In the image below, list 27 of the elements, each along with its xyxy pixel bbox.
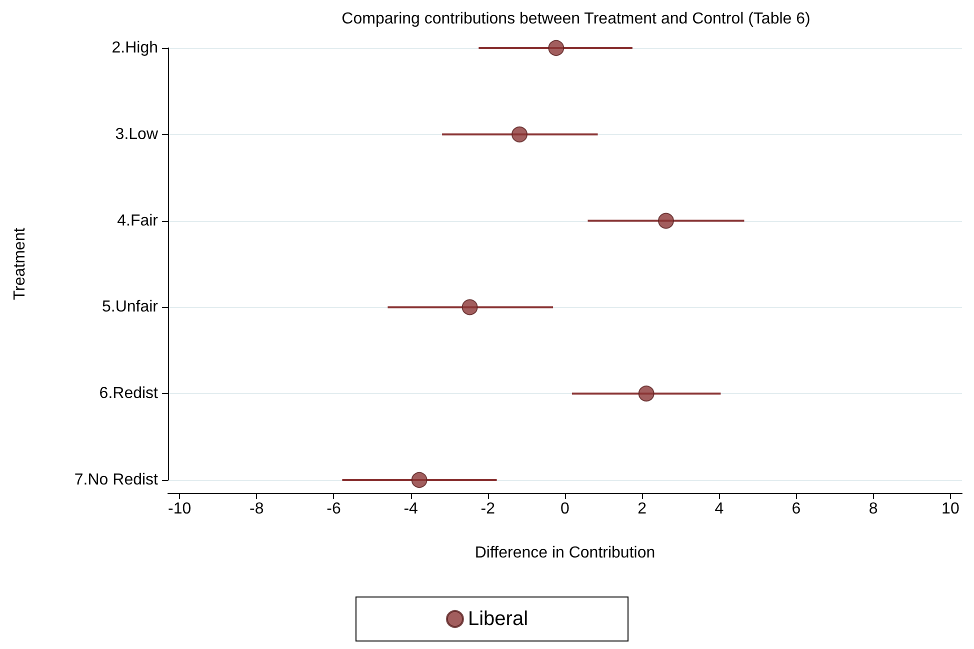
x-tick-label: 8 — [868, 500, 878, 518]
x-tick-label: 2 — [638, 500, 647, 518]
x-tick-label: -4 — [404, 500, 418, 518]
x-tick-label: -8 — [250, 500, 264, 518]
x-tick-label: 4 — [714, 500, 724, 518]
x-axis-title: Difference in Contribution — [474, 544, 656, 562]
y-tick-label: 6.Redist — [99, 385, 159, 402]
point — [462, 299, 478, 316]
point — [512, 126, 528, 142]
x-tick-label: 10 — [942, 500, 960, 518]
x-tick-label: 0 — [560, 500, 570, 518]
point — [658, 212, 674, 229]
x-tick-label: -6 — [326, 500, 341, 518]
y-tick-label: 5.Unfair — [102, 298, 159, 316]
chart-title: Comparing contributions between Treatment and Control (Table 6) — [342, 10, 810, 28]
x-tick-label: -2 — [480, 500, 496, 518]
point — [638, 386, 654, 402]
point — [548, 40, 564, 56]
y-tick-label: 2.High — [112, 40, 158, 56]
legend-label: Liberal — [468, 608, 528, 630]
y-tick-label: 3.Low — [115, 126, 158, 143]
x-tick-label: -10 — [168, 500, 192, 518]
y-axis-title: Treatment — [12, 227, 28, 300]
x-tick-label: 6 — [792, 500, 801, 518]
point — [411, 472, 428, 488]
y-tick-label: 4.Fair — [117, 212, 159, 230]
y-tick-label: 7.No Redist — [74, 472, 159, 488]
